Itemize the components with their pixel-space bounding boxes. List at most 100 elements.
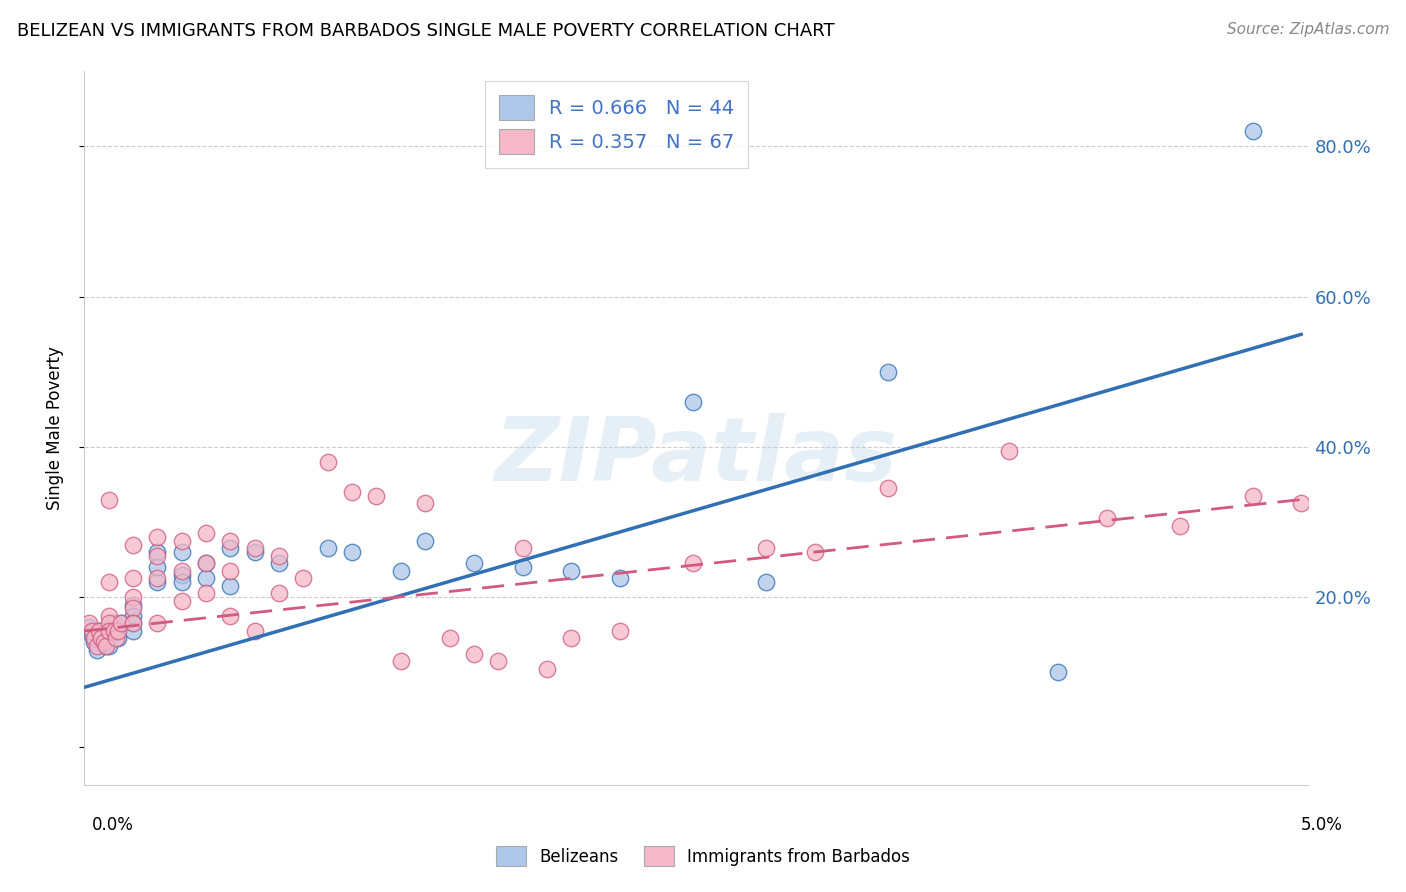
Point: [122, 601, 145, 615]
Point: [876, 365, 898, 379]
Point: [243, 624, 266, 638]
Point: [463, 647, 485, 661]
Point: [1388, 526, 1406, 541]
Point: [1339, 511, 1361, 525]
Point: [170, 533, 193, 548]
Point: [105, 632, 128, 646]
Point: [105, 624, 128, 638]
Point: [77, 620, 100, 634]
Point: [146, 560, 169, 574]
Point: [803, 545, 825, 559]
Point: [243, 545, 266, 559]
Point: [219, 541, 242, 556]
Point: [609, 571, 631, 585]
Point: [1047, 665, 1070, 680]
Point: [269, 557, 291, 571]
Point: [86, 642, 108, 657]
Point: [96, 639, 118, 653]
Point: [1291, 496, 1313, 510]
Point: [560, 564, 582, 578]
Point: [219, 533, 242, 548]
Point: [219, 579, 242, 593]
Point: [195, 586, 218, 600]
Point: [536, 661, 558, 675]
Point: [90, 632, 112, 646]
Point: [512, 560, 534, 574]
Point: [560, 632, 582, 646]
Point: [110, 616, 132, 631]
Point: [122, 609, 145, 624]
Text: Source: ZipAtlas.com: Source: ZipAtlas.com: [1226, 22, 1389, 37]
Point: [146, 545, 169, 559]
Point: [755, 541, 778, 556]
Point: [170, 567, 193, 582]
Point: [122, 571, 145, 585]
Point: [486, 654, 509, 668]
Y-axis label: Single Male Poverty: Single Male Poverty: [45, 346, 63, 510]
Point: [413, 496, 436, 510]
Point: [87, 624, 110, 638]
Point: [1168, 518, 1191, 533]
Point: [80, 628, 103, 642]
Point: [97, 609, 120, 624]
Point: [146, 530, 169, 544]
Point: [316, 541, 339, 556]
Point: [146, 549, 169, 563]
Point: [170, 564, 193, 578]
Point: [292, 571, 315, 585]
Point: [340, 485, 363, 500]
Point: [146, 616, 169, 631]
Point: [366, 489, 388, 503]
Point: [122, 624, 145, 638]
Text: 5.0%: 5.0%: [1301, 816, 1343, 834]
Point: [97, 639, 120, 653]
Point: [1241, 489, 1264, 503]
Point: [195, 571, 218, 585]
Point: [682, 557, 704, 571]
Point: [97, 492, 120, 507]
Legend: Belizeans, Immigrants from Barbados: Belizeans, Immigrants from Barbados: [489, 839, 917, 873]
Point: [110, 616, 132, 631]
Point: [107, 624, 129, 638]
Point: [316, 455, 339, 469]
Point: [93, 635, 115, 649]
Point: [269, 586, 291, 600]
Point: [97, 632, 120, 646]
Text: BELIZEAN VS IMMIGRANTS FROM BARBADOS SINGLE MALE POVERTY CORRELATION CHART: BELIZEAN VS IMMIGRANTS FROM BARBADOS SIN…: [17, 22, 835, 40]
Point: [97, 575, 120, 590]
Point: [122, 616, 145, 631]
Point: [97, 624, 120, 638]
Point: [340, 545, 363, 559]
Point: [170, 594, 193, 608]
Point: [83, 632, 105, 646]
Point: [609, 624, 631, 638]
Point: [682, 395, 704, 409]
Point: [1095, 511, 1118, 525]
Point: [269, 549, 291, 563]
Point: [170, 575, 193, 590]
Point: [243, 541, 266, 556]
Point: [512, 541, 534, 556]
Point: [122, 538, 145, 552]
Point: [83, 635, 105, 649]
Point: [103, 616, 125, 631]
Point: [389, 654, 412, 668]
Point: [195, 557, 218, 571]
Point: [195, 526, 218, 541]
Point: [122, 590, 145, 604]
Point: [413, 533, 436, 548]
Point: [219, 609, 242, 624]
Point: [755, 575, 778, 590]
Point: [389, 564, 412, 578]
Point: [998, 443, 1021, 458]
Point: [146, 575, 169, 590]
Point: [80, 624, 103, 638]
Legend: R = 0.666   N = 44, R = 0.357   N = 67: R = 0.666 N = 44, R = 0.357 N = 67: [485, 81, 748, 168]
Point: [90, 632, 112, 646]
Text: 0.0%: 0.0%: [91, 816, 134, 834]
Point: [195, 557, 218, 571]
Point: [97, 616, 120, 631]
Point: [107, 632, 129, 646]
Point: [219, 564, 242, 578]
Point: [86, 639, 108, 653]
